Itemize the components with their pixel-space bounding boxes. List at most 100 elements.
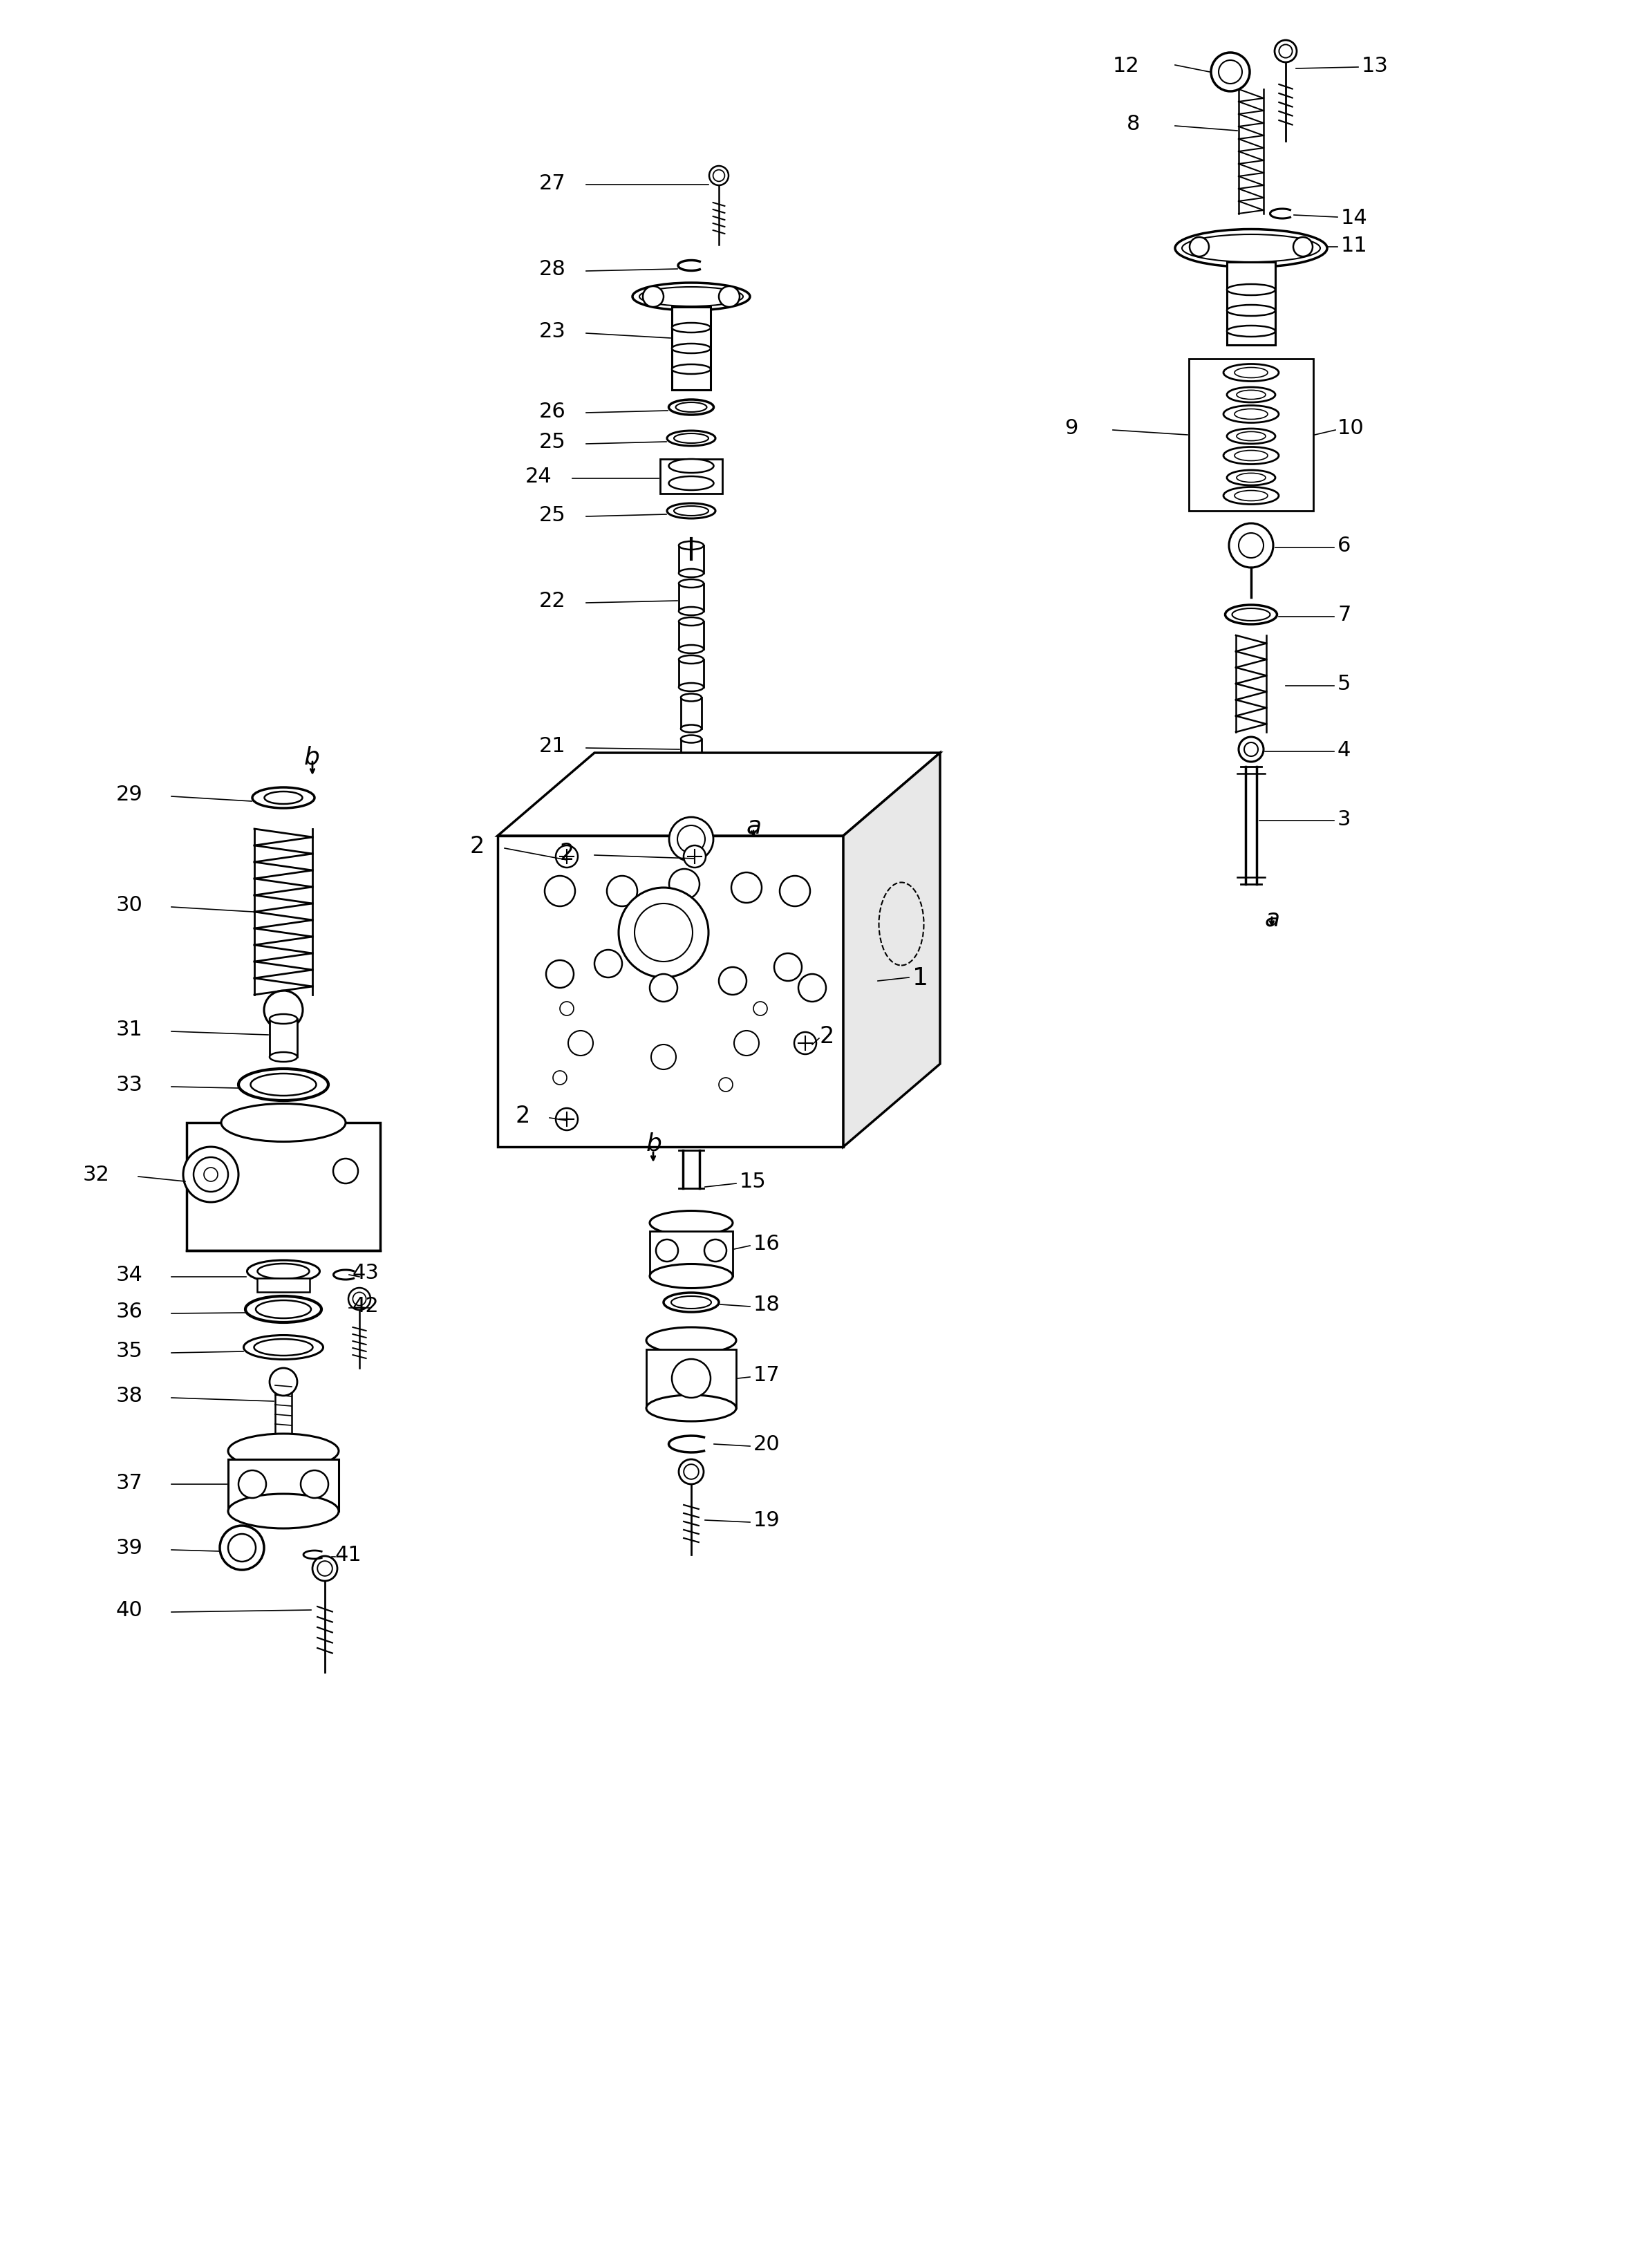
Ellipse shape [681, 767, 702, 774]
Bar [681, 697, 702, 729]
Text: 43: 43 [352, 1264, 380, 1282]
Bar [497, 835, 843, 1147]
Ellipse shape [1237, 390, 1265, 399]
Text: 38: 38 [116, 1386, 144, 1406]
Ellipse shape [221, 1104, 345, 1142]
Ellipse shape [679, 542, 704, 551]
Ellipse shape [251, 1074, 316, 1097]
Text: 21: 21 [539, 736, 567, 756]
Text: b: b [646, 1133, 662, 1156]
Circle shape [1219, 61, 1242, 84]
Text: 1: 1 [912, 966, 928, 989]
Circle shape [732, 873, 762, 903]
Circle shape [1189, 237, 1209, 257]
Ellipse shape [669, 399, 714, 415]
Circle shape [719, 1079, 733, 1092]
Text: 4: 4 [1338, 740, 1351, 761]
Circle shape [349, 1289, 370, 1311]
Text: 36: 36 [116, 1302, 144, 1323]
Ellipse shape [674, 433, 709, 445]
Ellipse shape [243, 1336, 324, 1359]
Bar [228, 1460, 339, 1512]
Circle shape [679, 1460, 704, 1485]
Circle shape [220, 1526, 264, 1571]
Circle shape [555, 846, 578, 869]
Ellipse shape [1227, 429, 1275, 445]
Text: 30: 30 [116, 896, 144, 916]
Circle shape [312, 1557, 337, 1582]
Text: 2: 2 [819, 1025, 834, 1047]
Ellipse shape [1181, 235, 1320, 262]
Ellipse shape [1234, 368, 1267, 379]
Circle shape [709, 167, 729, 185]
Circle shape [798, 975, 826, 1002]
Text: b: b [304, 745, 320, 767]
Ellipse shape [264, 792, 302, 803]
Circle shape [238, 1472, 266, 1499]
Ellipse shape [1227, 388, 1275, 404]
Bar [269, 1020, 297, 1056]
Circle shape [547, 961, 573, 989]
Ellipse shape [679, 618, 704, 625]
Ellipse shape [254, 1338, 312, 1356]
Circle shape [634, 903, 692, 961]
Circle shape [672, 1359, 710, 1397]
Text: 26: 26 [539, 402, 567, 422]
Ellipse shape [674, 506, 709, 517]
Circle shape [719, 968, 747, 995]
Ellipse shape [681, 724, 702, 734]
Ellipse shape [1227, 472, 1275, 485]
Text: 7: 7 [1338, 605, 1351, 625]
Bar [276, 1386, 292, 1433]
Text: 34: 34 [116, 1264, 144, 1284]
Ellipse shape [669, 476, 714, 490]
Text: 41: 41 [335, 1544, 362, 1564]
Ellipse shape [679, 657, 704, 664]
Ellipse shape [649, 1264, 733, 1289]
Circle shape [1211, 54, 1249, 93]
Ellipse shape [1224, 366, 1279, 381]
Text: 25: 25 [539, 506, 567, 526]
Bar [258, 1277, 309, 1293]
Text: 23: 23 [539, 323, 567, 341]
Bar [1227, 262, 1275, 345]
Bar [679, 585, 704, 612]
Ellipse shape [679, 684, 704, 691]
Text: 8: 8 [1127, 115, 1140, 135]
Circle shape [1294, 237, 1313, 257]
Circle shape [193, 1158, 228, 1192]
Ellipse shape [671, 1296, 712, 1309]
Ellipse shape [681, 695, 702, 702]
Ellipse shape [256, 1300, 311, 1318]
Text: 33: 33 [116, 1074, 144, 1095]
Ellipse shape [672, 343, 710, 354]
Circle shape [555, 1108, 578, 1131]
Text: 40: 40 [116, 1600, 144, 1621]
Circle shape [733, 1031, 758, 1056]
Circle shape [775, 955, 801, 982]
Text: 35: 35 [116, 1341, 144, 1361]
Bar [679, 623, 704, 650]
Circle shape [1229, 524, 1274, 569]
Text: 37: 37 [116, 1472, 144, 1492]
Text: 24: 24 [525, 467, 552, 488]
Ellipse shape [1227, 305, 1275, 316]
Text: 39: 39 [116, 1537, 144, 1557]
Ellipse shape [228, 1494, 339, 1528]
Text: 25: 25 [539, 433, 567, 451]
Text: 19: 19 [753, 1510, 780, 1530]
Bar [649, 1232, 733, 1277]
Ellipse shape [679, 646, 704, 655]
Circle shape [753, 1002, 767, 1016]
Bar [672, 307, 710, 390]
Circle shape [643, 287, 664, 307]
Bar [679, 659, 704, 688]
Circle shape [719, 287, 740, 307]
Circle shape [780, 876, 809, 907]
Circle shape [228, 1535, 256, 1562]
Ellipse shape [681, 736, 702, 743]
Circle shape [669, 869, 699, 901]
Bar [681, 740, 702, 770]
Ellipse shape [669, 460, 714, 474]
Ellipse shape [667, 503, 715, 519]
